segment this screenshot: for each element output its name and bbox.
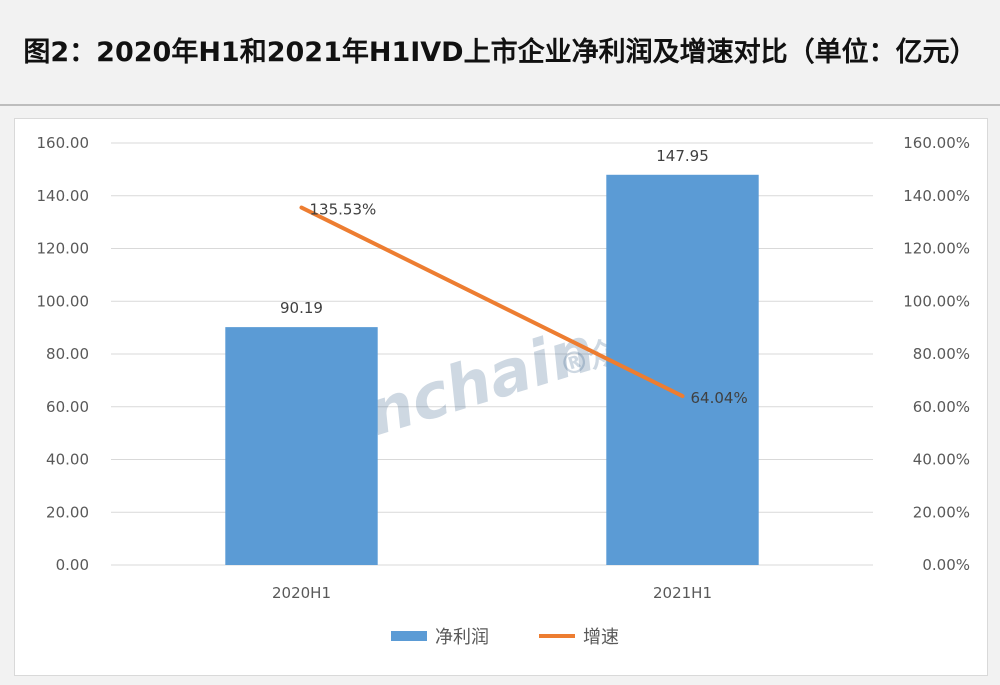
chart-title: 图2：2020年H1和2021年H1IVD上市企业净利润及增速对比（单位：亿元） — [23, 37, 977, 68]
bar-value-label: 147.95 — [656, 147, 709, 165]
legend-swatch-bar — [391, 631, 427, 641]
right-tick-label: 40.00% — [913, 451, 970, 469]
legend-label: 增速 — [583, 627, 619, 648]
right-tick-label: 20.00% — [913, 503, 970, 521]
left-tick-label: 160.00 — [37, 134, 90, 152]
legend: 净利润 增速 — [391, 627, 619, 648]
chart-area: Joinchain ®众成 90.19 147.95 135.53% 64.04% … — [14, 118, 988, 676]
right-tick-label: 60.00% — [913, 398, 970, 416]
right-tick-label: 80.00% — [913, 345, 970, 363]
bar — [225, 327, 378, 565]
growth-line — [299, 205, 685, 399]
left-tick-label: 60.00 — [46, 398, 89, 416]
right-axis-ticks: 0.00% 20.00% 40.00% 60.00% 80.00% 100.00% 120.… — [903, 134, 970, 574]
bar-value-label: 90.19 — [280, 299, 323, 317]
left-tick-label: 100.00 — [37, 292, 90, 310]
line-value-label: 64.04% — [691, 389, 748, 407]
left-tick-label: 0.00 — [56, 556, 89, 574]
category-label: 2021H1 — [653, 584, 712, 602]
right-tick-label: 140.00% — [903, 187, 970, 205]
line-series: 135.53% 64.04% — [299, 201, 748, 407]
left-axis-ticks: 0.00 20.00 40.00 60.00 80.00 100.00 120.00 140.… — [37, 134, 90, 574]
title-bar: 图2：2020年H1和2021年H1IVD上市企业净利润及增速对比（单位：亿元） — [0, 0, 1000, 106]
left-tick-label: 40.00 — [46, 451, 89, 469]
right-tick-label: 100.00% — [903, 292, 970, 310]
left-tick-label: 120.00 — [37, 240, 90, 258]
left-tick-label: 140.00 — [37, 187, 90, 205]
category-label: 2020H1 — [272, 584, 331, 602]
right-tick-label: 120.00% — [903, 240, 970, 258]
line-value-label: 135.53% — [310, 201, 377, 219]
category-axis-ticks: 2020H1 2021H1 — [272, 584, 712, 602]
legend-label: 净利润 — [435, 627, 489, 648]
left-tick-label: 20.00 — [46, 503, 89, 521]
left-tick-label: 80.00 — [46, 345, 89, 363]
right-tick-label: 160.00% — [903, 134, 970, 152]
right-tick-label: 0.00% — [922, 556, 970, 574]
